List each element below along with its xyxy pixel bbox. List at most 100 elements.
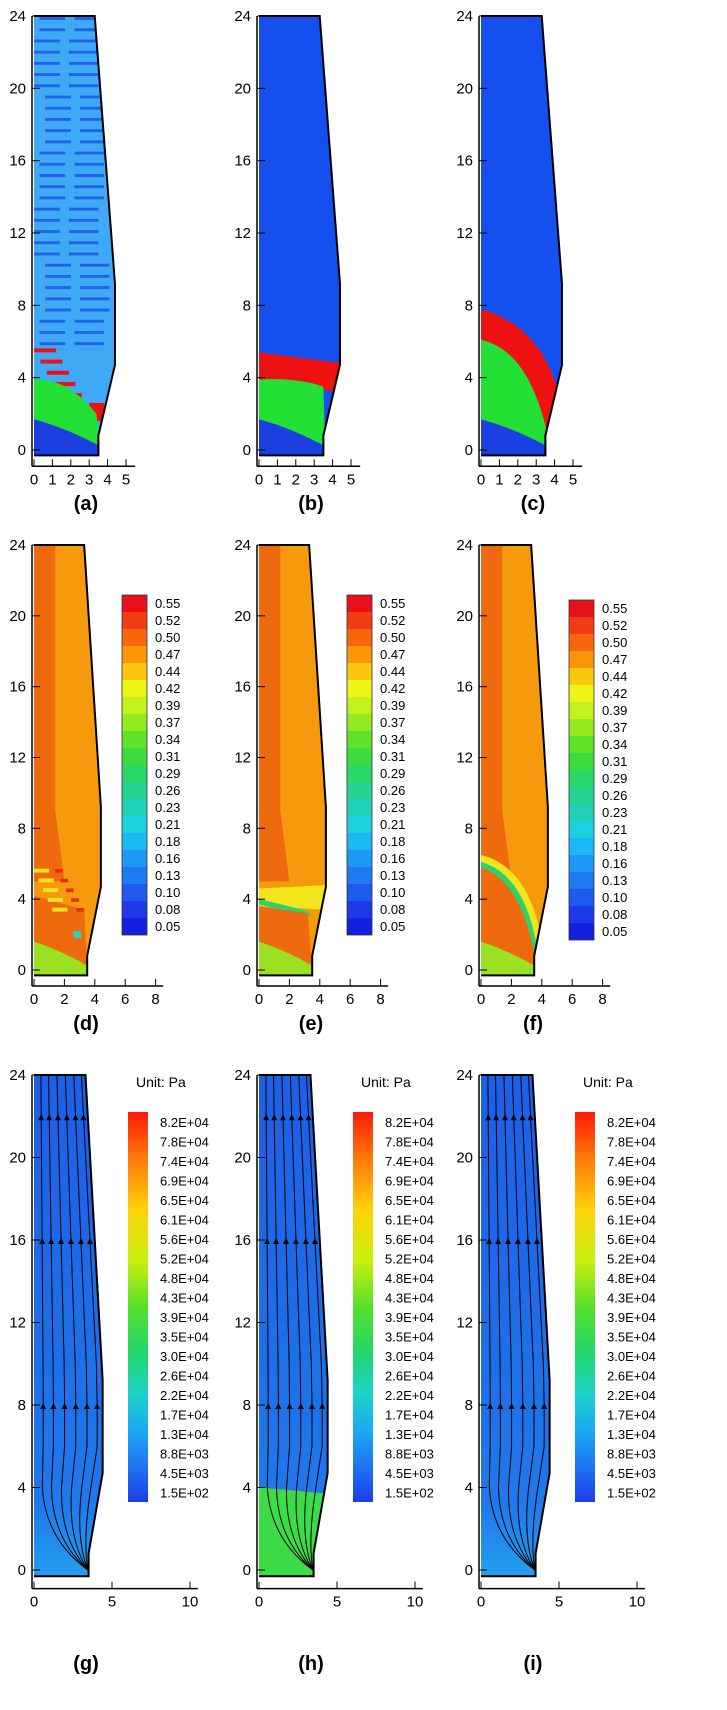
legend-label: 0.26 bbox=[155, 783, 180, 798]
legend-label: 4.3E+04 bbox=[385, 1291, 434, 1306]
y-tick-label: 12 bbox=[9, 225, 26, 242]
y-tick-label: 12 bbox=[234, 750, 251, 767]
stripe bbox=[80, 308, 110, 312]
legend-frame bbox=[568, 599, 595, 941]
x-tick-label: 5 bbox=[108, 1594, 116, 1611]
legend-label: 8.2E+04 bbox=[385, 1115, 434, 1130]
y-tick-label: 16 bbox=[456, 1232, 473, 1249]
legend-swatch bbox=[347, 731, 372, 748]
legend-swatch bbox=[569, 753, 594, 770]
stripe bbox=[68, 207, 99, 211]
legend-label: 4.8E+04 bbox=[607, 1271, 656, 1286]
legend-label: 2.6E+04 bbox=[607, 1369, 656, 1384]
stripe bbox=[34, 230, 60, 233]
stripe bbox=[74, 319, 104, 323]
legend-label: 0.34 bbox=[380, 732, 405, 747]
stripe bbox=[80, 286, 110, 290]
legend-label: 0.08 bbox=[602, 907, 627, 922]
streamline bbox=[503, 1075, 536, 1571]
y-tick-label: 4 bbox=[18, 891, 26, 908]
legend-label: 7.4E+04 bbox=[607, 1154, 656, 1169]
streamline-arrow bbox=[63, 1114, 70, 1121]
legend-label: 0.39 bbox=[602, 703, 627, 718]
streamline-arrow bbox=[519, 1114, 526, 1121]
furnace-field bbox=[481, 545, 548, 976]
legend-swatch bbox=[122, 850, 147, 867]
streamline-arrow bbox=[297, 1403, 304, 1409]
y-tick-label: 24 bbox=[9, 1067, 26, 1084]
legend-label: 6.5E+04 bbox=[160, 1193, 209, 1208]
legend-colorbar bbox=[128, 1112, 148, 1502]
legend-label: 6.1E+04 bbox=[607, 1213, 656, 1228]
x-tick-label: 5 bbox=[347, 471, 355, 488]
legend-frame bbox=[121, 594, 148, 936]
streamline-arrow bbox=[58, 1238, 65, 1244]
streamline-arrow bbox=[80, 1114, 87, 1121]
legend-label: 8.2E+04 bbox=[160, 1115, 209, 1130]
fraction-legend: 0.55 0.52 0.50 0.47 0.44 0.42 0.39 0.37 0.34 0.31… bbox=[121, 594, 180, 936]
legend-label: 4.8E+04 bbox=[160, 1271, 209, 1286]
legend-label: 7.4E+04 bbox=[160, 1154, 209, 1169]
streamline-arrow bbox=[497, 1403, 504, 1409]
y-tick-label: 8 bbox=[243, 297, 251, 314]
legend-swatch bbox=[122, 833, 147, 850]
mixed-layer bbox=[60, 878, 69, 883]
legend-swatch bbox=[347, 748, 372, 765]
legend-label: 7.8E+04 bbox=[160, 1135, 209, 1150]
legend-label: 6.5E+04 bbox=[385, 1193, 434, 1208]
legend-label: 0.05 bbox=[155, 919, 180, 934]
y-tick-label: 16 bbox=[234, 1232, 251, 1249]
legend-label: 0.37 bbox=[380, 715, 405, 730]
y-tick-label: 8 bbox=[465, 1397, 473, 1414]
legend-label: 4.5E+03 bbox=[607, 1466, 656, 1481]
x-tick-label: 3 bbox=[85, 471, 93, 488]
y-tick-label: 4 bbox=[243, 370, 251, 387]
streamline-arrow bbox=[302, 1238, 309, 1244]
stripe bbox=[45, 106, 71, 110]
streamline-arrow bbox=[46, 1114, 53, 1121]
stripe bbox=[68, 39, 99, 43]
legend-label: 1.5E+02 bbox=[160, 1486, 209, 1501]
legend-label: 0.23 bbox=[155, 800, 180, 815]
stripe bbox=[39, 185, 66, 189]
y-tick-label: 20 bbox=[234, 1150, 251, 1167]
y-tick-label: 24 bbox=[234, 8, 251, 25]
y-tick-label: 0 bbox=[243, 442, 251, 459]
panel-caption: (g) bbox=[73, 1653, 99, 1675]
stripe bbox=[34, 241, 60, 245]
legend-label: 0.08 bbox=[380, 902, 405, 917]
legend-swatch bbox=[569, 634, 594, 651]
furnace-field bbox=[481, 1075, 550, 1577]
streamline bbox=[289, 1075, 314, 1571]
y-tick-label: 12 bbox=[9, 1315, 26, 1332]
furnace-outline bbox=[34, 544, 102, 977]
streamline bbox=[495, 1075, 536, 1571]
legend-swatch bbox=[569, 770, 594, 787]
streamline-arrow bbox=[533, 1238, 540, 1244]
legend-label: 0.18 bbox=[155, 834, 180, 849]
furnace-outline bbox=[259, 1074, 329, 1578]
y-tick-label: 8 bbox=[465, 297, 473, 314]
streamline-arrow bbox=[54, 1114, 61, 1121]
y-tick-label: 20 bbox=[456, 1150, 473, 1167]
legend-label: 0.29 bbox=[155, 766, 180, 781]
legend-label: 2.6E+04 bbox=[385, 1369, 434, 1384]
bottom-region bbox=[34, 941, 89, 976]
streamline-arrow bbox=[319, 1403, 326, 1409]
streamline-arrow bbox=[530, 1403, 537, 1409]
legend-swatch bbox=[122, 697, 147, 714]
y-tick-label: 24 bbox=[9, 8, 26, 25]
stripe bbox=[34, 50, 60, 54]
streamline-arrow bbox=[493, 1114, 500, 1121]
legend-swatch bbox=[347, 816, 372, 833]
legend-label: 0.34 bbox=[602, 737, 627, 752]
y-tick-label: 8 bbox=[18, 1397, 26, 1414]
legend-label: 5.2E+04 bbox=[385, 1252, 434, 1267]
streamline-arrow bbox=[275, 1403, 282, 1409]
panel-caption: (a) bbox=[74, 493, 98, 515]
